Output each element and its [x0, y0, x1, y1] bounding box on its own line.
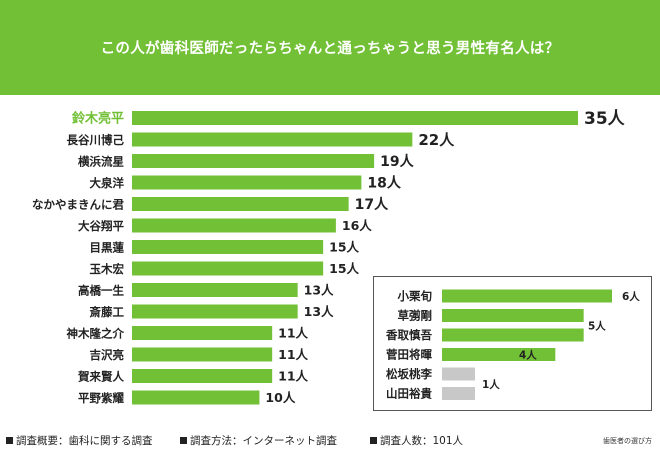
bar [132, 261, 324, 276]
value-label: 6人 [622, 290, 640, 303]
category-label: 吉沢亮 [90, 348, 125, 362]
value-label: 19人 [380, 153, 414, 170]
site-credit: 歯医者の選び方 [603, 437, 652, 445]
category-label: 大谷翔平 [78, 219, 124, 233]
chart-title-banner: この人が歯科医師だったらちゃんと通っちゃうと思う男性有名人は？ [0, 0, 660, 95]
category-label: 斎藤工 [90, 305, 125, 319]
survey-note: 調査方法：インターネット調査 [180, 433, 337, 448]
bar [132, 304, 298, 319]
other-answers-panel: 小栗旬草彅剛香取慎吾菅田将暉松坂桃李山田裕貴 6人 5人 4人 1人 [373, 276, 652, 411]
bar [442, 348, 556, 361]
bar [442, 328, 584, 342]
value-label: 10人 [265, 390, 295, 405]
bar [132, 154, 375, 168]
bar [132, 197, 349, 211]
category-label: 松坂桃李 [386, 367, 432, 381]
category-label: 平野紫耀 [78, 391, 124, 405]
bar [132, 369, 273, 383]
bar [132, 390, 260, 405]
value-label: 5人 [588, 319, 606, 332]
category-label: 山田裕貴 [386, 387, 432, 401]
bar [132, 283, 298, 297]
survey-footer: 調査概要：歯科に関する調査 調査方法：インターネット調査 調査人数：101人 歯… [0, 430, 660, 450]
bar [132, 132, 413, 147]
value-label: 11人 [278, 347, 308, 362]
survey-note: 調査概要：歯科に関する調査 [6, 433, 153, 448]
value-label: 13人 [304, 304, 334, 319]
category-label: 目黒蓮 [90, 241, 125, 255]
category-label: 神木隆之介 [67, 327, 125, 341]
chart-title: この人が歯科医師だったらちゃんと通っちゃうと思う男性有名人は？ [100, 41, 560, 57]
category-label: 香取慎吾 [385, 328, 432, 342]
category-label: 菅田将暉 [386, 348, 432, 362]
value-label: 18人 [367, 175, 401, 192]
bar [442, 289, 612, 303]
bar [132, 240, 324, 254]
bar [132, 111, 578, 125]
category-label: 草彅剛 [398, 309, 433, 323]
value-label: 13人 [304, 283, 334, 298]
bar [442, 367, 475, 381]
category-label: 賀来賢人 [77, 370, 124, 384]
value-label: 35人 [584, 109, 626, 129]
category-label: 鈴木亮平 [72, 111, 124, 127]
category-label: 高橋一生 [78, 284, 124, 298]
bar [442, 309, 584, 322]
bar [132, 218, 336, 233]
bar [132, 175, 362, 190]
value-label: 11人 [278, 326, 308, 341]
value-label: 1人 [482, 378, 500, 391]
value-label: 22人 [418, 131, 455, 149]
value-label: 15人 [329, 261, 359, 276]
category-label: 玉木宏 [90, 262, 125, 276]
value-label: 11人 [278, 369, 308, 384]
value-label: 16人 [342, 218, 372, 233]
bar [442, 387, 475, 400]
category-label: 小栗旬 [397, 289, 433, 303]
survey-note: 調査人数：101人 [370, 433, 463, 448]
category-label: なかやまきんに君 [32, 198, 124, 212]
value-label: 4人 [519, 349, 537, 362]
category-label: 大泉洋 [90, 176, 125, 190]
bar [132, 347, 273, 362]
bar [132, 326, 273, 340]
value-label: 15人 [329, 240, 359, 255]
category-label: 長谷川博己 [67, 133, 125, 147]
value-label: 17人 [355, 196, 389, 213]
category-label: 横浜流星 [78, 155, 124, 169]
